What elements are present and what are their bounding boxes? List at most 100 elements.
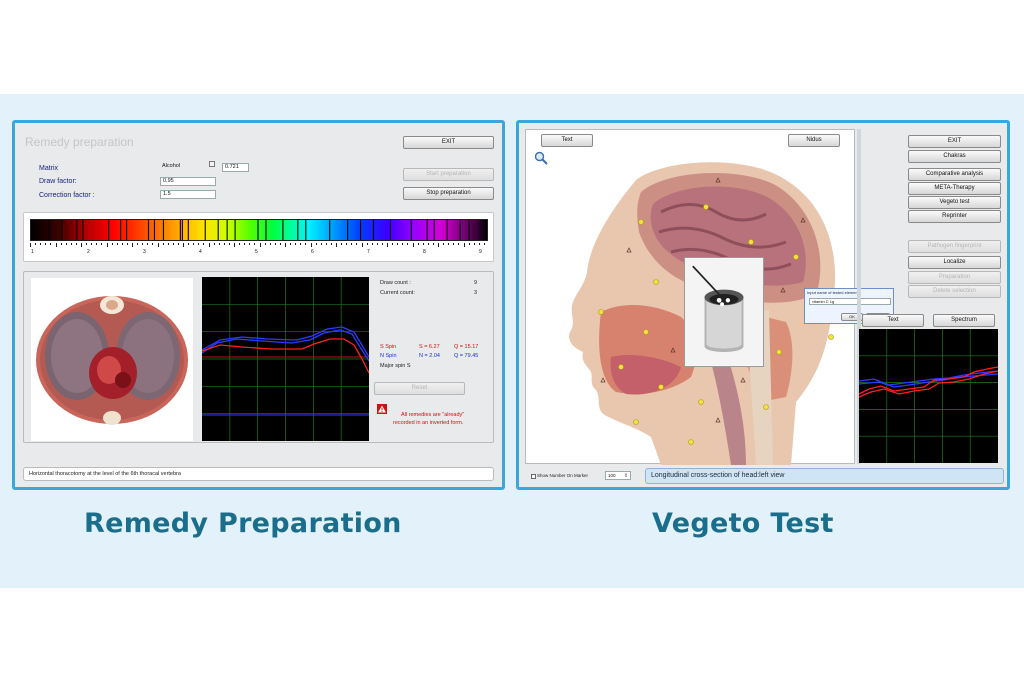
spectrum-tick — [483, 243, 485, 245]
menu-button-vegeto-test[interactable]: Vegeto test — [908, 196, 1001, 209]
spectrum-tick — [228, 243, 230, 245]
spectrum-tick — [137, 243, 139, 245]
spectrum-tick — [223, 243, 225, 245]
spectrum-tick — [60, 243, 62, 245]
text-button[interactable]: Text — [541, 134, 593, 147]
spectrum-tick — [274, 243, 276, 245]
zoom-field[interactable]: 100 — [605, 471, 631, 480]
spectrum-number: 8 — [423, 249, 426, 255]
spectrum-tick — [468, 243, 470, 245]
warning-icon — [377, 404, 387, 414]
correction-factor-field[interactable]: 1.5 — [160, 190, 216, 199]
analysis-panel: Draw count : 9 Current count: 3 S Spin S… — [23, 271, 494, 443]
spectrum-tick — [167, 243, 169, 245]
correction-factor-label: Correction factor : — [39, 192, 95, 199]
spectrum-number: 9 — [479, 249, 482, 255]
spectrum-tick — [259, 243, 261, 247]
n-spin-label: N Spin — [380, 353, 397, 359]
scope-text-tab[interactable]: Text — [862, 314, 924, 327]
vial-image — [684, 257, 764, 367]
spectrum-tick — [285, 243, 286, 247]
n-spin-n-value: N = 2.04 — [419, 353, 440, 359]
checkbox-icon[interactable] — [531, 474, 536, 479]
blue-trace — [202, 329, 369, 362]
draw-factor-field[interactable]: 0.95 — [160, 177, 216, 186]
magnifier-icon[interactable] — [534, 151, 548, 165]
menu-button-delete-selection[interactable]: Delete selection — [908, 285, 1001, 298]
spectrum-tick — [86, 243, 88, 245]
matrix-dropdown-icon[interactable] — [209, 161, 215, 167]
zoom-stepper-icon[interactable]: ⇕ — [624, 473, 629, 479]
menu-button-localize[interactable]: Localize — [908, 256, 1001, 269]
red-trace — [859, 366, 998, 395]
marker-points — [598, 204, 834, 445]
spectrum-tick — [387, 243, 388, 247]
menu-button-preparation[interactable]: Preparation — [908, 271, 1001, 284]
spectrum-tick — [55, 243, 57, 247]
status-bar: Longitudinal cross-section of head:left … — [645, 468, 1004, 484]
spectrum-tick — [427, 243, 429, 245]
matrix-label: Matrix — [39, 165, 59, 172]
menu-button-exit[interactable]: EXIT — [908, 135, 1001, 148]
dialog-name-field[interactable]: vitamin C 1g — [809, 298, 891, 305]
status-bar: Horizontal thoracotomy at the level of t… — [23, 467, 494, 481]
spectrum-tick — [295, 243, 297, 245]
menu-button-chakras[interactable]: Chakras — [908, 150, 1001, 163]
spectrum-tick — [417, 243, 419, 245]
spectrum-number: 5 — [255, 249, 258, 255]
spectrum-tick — [351, 243, 353, 245]
spectrum-tick — [264, 243, 266, 245]
spectrum-tick — [218, 243, 220, 245]
spectrum-tick — [81, 243, 82, 247]
menu-button-meta-therapy[interactable]: META-Therapy — [908, 182, 1001, 195]
blue-trace — [859, 373, 998, 388]
panel-splitter[interactable] — [857, 129, 861, 464]
spectrum-tick — [75, 243, 77, 245]
menu-button-comparative-analysis[interactable]: Comparative analysis — [908, 168, 1001, 181]
draw-factor-label: Draw factor: — [39, 178, 77, 185]
matrix-select[interactable]: Alcohol — [160, 163, 215, 172]
spectrum-tick — [397, 243, 399, 245]
spectrum-tick — [290, 243, 292, 245]
spectrum-tick — [101, 243, 103, 245]
major-spin-text: Major spin S — [380, 363, 411, 369]
warning-text-line1: All remedies are "already" — [401, 412, 465, 418]
scope-background — [859, 329, 998, 463]
vegeto-test-window: Text Nidus — [516, 120, 1010, 490]
spectrum-tick — [376, 243, 378, 245]
spectrum-tick — [361, 243, 363, 247]
s-spin-label: S Spin — [380, 344, 397, 350]
spectrum-tick — [157, 243, 159, 247]
spectrum-tick — [371, 243, 373, 245]
stop-preparation-button[interactable]: Stop preparation — [403, 187, 494, 200]
spectrum-tick — [325, 243, 327, 245]
matrix-number-field[interactable]: 0.721 — [222, 163, 249, 172]
spectrum-tick — [269, 243, 271, 245]
scope-spectrum-tab[interactable]: Spectrum — [933, 314, 995, 327]
nidus-button[interactable]: Nidus — [788, 134, 840, 147]
spectrum-tick — [402, 243, 404, 245]
spectrum-tick — [30, 243, 31, 247]
remedy-preparation-window: Remedy preparation EXIT Start preparatio… — [12, 120, 505, 490]
spectrum-tick — [356, 243, 358, 245]
current-count-value: 3 — [474, 290, 478, 296]
spectrum-tick — [254, 243, 256, 245]
spectrum-tick — [45, 243, 47, 245]
current-count-label: Current count: — [380, 290, 415, 296]
start-preparation-button[interactable]: Start preparation — [403, 168, 494, 181]
spectrum-tick — [183, 243, 184, 247]
spectrum-tick — [132, 243, 133, 247]
spectrum-tick — [162, 243, 164, 245]
draw-count-label: Draw count : — [380, 280, 411, 286]
spectrum-tick — [234, 243, 235, 247]
color-spectrum-bar[interactable] — [30, 219, 488, 241]
menu-button-reprinter[interactable]: Reprinter — [908, 210, 1001, 223]
s-spin-q-value: Q = 15.17 — [454, 344, 479, 350]
spectrum-tick — [244, 243, 246, 245]
reset-button[interactable]: Reset — [374, 382, 465, 395]
spectrum-tick — [346, 243, 348, 245]
spectrum-tick — [96, 243, 98, 245]
exit-button[interactable]: EXIT — [403, 136, 494, 149]
spectrum-tick — [453, 243, 455, 245]
menu-button-pathogen-fingerprint[interactable]: Pathogen fingerprint — [908, 240, 1001, 253]
